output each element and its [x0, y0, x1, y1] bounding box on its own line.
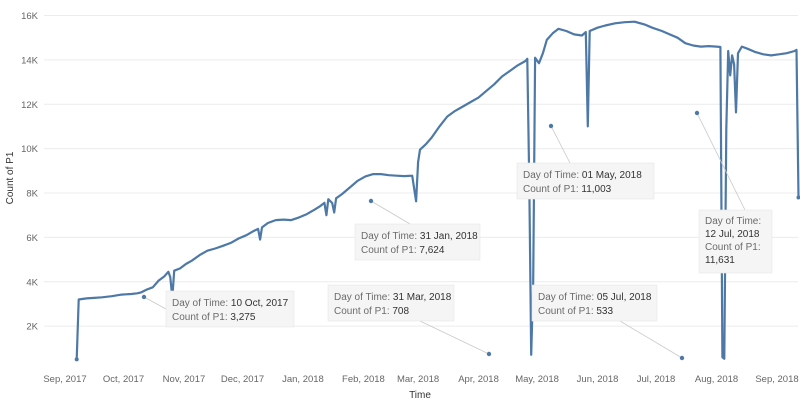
- y-axis-title: Count of P1: [5, 151, 16, 204]
- y-tick-label: 4K: [26, 277, 38, 288]
- annotation-leader: [619, 320, 683, 359]
- annotation-box: [354, 223, 481, 261]
- annotation-leader: [419, 320, 490, 355]
- x-tick-label: Feb, 2018: [342, 374, 385, 385]
- annotation-callout: Day of Time: 10 Oct, 2017 Count of P1: 3,…: [141, 290, 295, 328]
- y-tick-label: 12K: [21, 100, 39, 111]
- annotation-box: [531, 284, 658, 322]
- annotation-callout: Day of Time: 05 Jul, 2018 Count of P1: 53…: [531, 284, 685, 361]
- x-tick-label: Oct, 2017: [103, 374, 144, 385]
- x-axis-ticks: Sep, 2017 Oct, 2017 Nov, 2017 Dec, 2017 Jan,…: [43, 374, 798, 385]
- x-tick-label: Nov, 2017: [163, 374, 206, 385]
- annotation-value-line: Count of P1: 708: [334, 306, 409, 317]
- y-tick-label: 14K: [21, 55, 39, 66]
- y-tick-label: 6K: [26, 233, 38, 244]
- annotation-value-line: Count of P1: 3,275: [172, 312, 256, 323]
- annotation-date-line: Day of Time: 10 Oct, 2017: [172, 298, 289, 309]
- annotation-callout: Day of Time: 31 Jan, 2018 Count of P1: 7,…: [354, 198, 481, 261]
- highlighted-point: [141, 294, 147, 300]
- x-tick-label: Mar, 2018: [397, 374, 439, 385]
- annotation-text: 11,631: [705, 255, 735, 266]
- x-tick-label: Aug, 2018: [695, 374, 738, 385]
- highlighted-point: [368, 198, 374, 204]
- highlighted-point: [679, 355, 685, 361]
- x-tick-label: May, 2018: [515, 374, 559, 385]
- x-tick-label: Dec, 2017: [221, 374, 264, 385]
- annotation-date-line: Day of Time: 31 Mar, 2018: [334, 292, 452, 303]
- annotation-leader: [143, 296, 167, 310]
- annotation-box: [327, 284, 455, 322]
- series-layer: [74, 20, 800, 362]
- series-line: [75, 20, 800, 360]
- annotation-value-line: Count of P1: 533: [538, 306, 613, 317]
- y-tick-label: 2K: [26, 322, 38, 333]
- annotation-box: [516, 162, 655, 200]
- annotation-value-line: Count of P1: 7,624: [361, 245, 445, 256]
- annotation-box: [698, 209, 773, 274]
- highlighted-point: [486, 351, 492, 357]
- annotation-callout: Day of Time: 12 Jul, 2018 Count of P1: 11,6…: [694, 110, 773, 274]
- x-tick-label: Jan, 2018: [282, 374, 324, 385]
- y-axis-ticks: 2K 4K 6K 8K 10K 12K 14K 16K: [21, 11, 39, 333]
- data-point: [796, 195, 800, 200]
- y-tick-label: 8K: [26, 189, 38, 200]
- x-tick-label: Apr, 2018: [458, 374, 499, 385]
- annotation-callout: Day of Time: 31 Mar, 2018 Count of P1: 70…: [327, 284, 492, 357]
- x-tick-label: Jul, 2018: [637, 374, 676, 385]
- annotation-date-line: Day of Time: 31 Jan, 2018: [361, 231, 478, 242]
- annotation-leader: [696, 112, 746, 211]
- annotation-leader: [370, 200, 411, 225]
- annotation-date-line: Day of Time: 05 Jul, 2018: [538, 292, 652, 303]
- gridlines: [44, 15, 798, 327]
- x-tick-label: Jun, 2018: [577, 374, 619, 385]
- annotation-callout: Day of Time: 01 May, 2018 Count of P1: 11…: [516, 123, 655, 200]
- highlighted-point: [548, 123, 554, 129]
- x-axis-title: Time: [409, 390, 431, 401]
- annotation-date-line: Day of Time: 01 May, 2018: [523, 170, 642, 181]
- x-tick-label: Sep, 2017: [43, 374, 86, 385]
- annotation-value-line: Count of P1: 11,003: [523, 184, 612, 195]
- x-tick-label: Sep, 2018: [755, 374, 798, 385]
- y-tick-label: 16K: [21, 11, 39, 22]
- annotation-leader: [550, 125, 571, 164]
- annotations-layer: Day of Time: 10 Oct, 2017 Count of P1: 3,…: [141, 110, 773, 361]
- annotation-text: Count of P1:: [705, 242, 761, 253]
- y-tick-label: 10K: [21, 144, 39, 155]
- data-point: [74, 357, 79, 362]
- annotation-text: 12 Jul, 2018: [705, 229, 760, 240]
- highlighted-point: [694, 110, 700, 116]
- annotation-box: [165, 290, 295, 328]
- annotation-text: Day of Time:: [705, 216, 761, 227]
